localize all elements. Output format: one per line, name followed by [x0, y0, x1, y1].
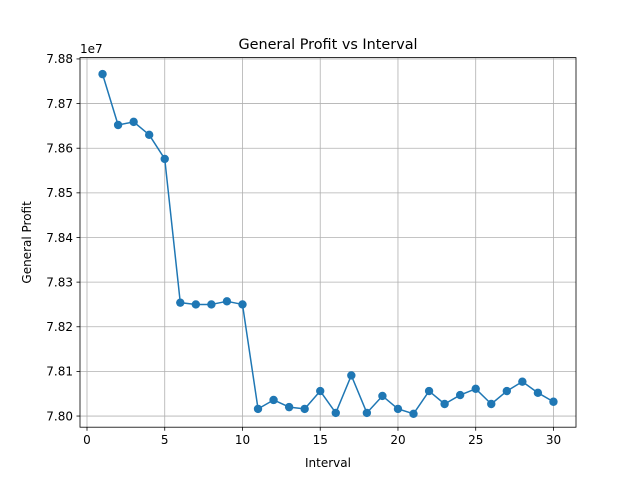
- data-point: [362, 408, 372, 418]
- data-point: [98, 69, 107, 79]
- data-point: [129, 117, 138, 127]
- data-point: [160, 154, 169, 164]
- x-tick-label: 5: [161, 433, 169, 447]
- y-tick-label: 7.84: [46, 231, 73, 245]
- data-point: [424, 386, 434, 396]
- x-tick-label: 25: [468, 433, 483, 447]
- data-point: [518, 377, 527, 386]
- data-point: [440, 399, 449, 409]
- y-tick-label: 7.81: [46, 365, 73, 379]
- x-tick-label: 30: [546, 433, 561, 447]
- data-point: [533, 388, 543, 398]
- data-point: [331, 408, 340, 418]
- x-tick-label: 10: [235, 433, 250, 447]
- y-axis-title: General Profit: [20, 201, 34, 284]
- data-point: [238, 300, 247, 309]
- plot-frame: [79, 57, 577, 428]
- y-tick-label: 7.83: [46, 275, 73, 289]
- y-tick-label: 7.88: [46, 52, 73, 66]
- data-point: [207, 300, 216, 309]
- y-tick-label: 7.82: [46, 320, 73, 334]
- data-point: [113, 120, 123, 130]
- x-axis-title: Interval: [305, 456, 351, 470]
- data-point: [316, 386, 325, 396]
- grid: [80, 57, 576, 428]
- y-tick-label: 7.87: [46, 97, 73, 111]
- chart-title: General Profit vs Interval: [238, 37, 417, 53]
- data-point: [409, 409, 418, 419]
- data-point: [191, 300, 201, 309]
- y-tick-label: 7.85: [46, 186, 73, 200]
- series-layer: [98, 69, 558, 419]
- data-point: [455, 390, 465, 400]
- x-tick-label: 0: [83, 433, 91, 447]
- data-point: [144, 130, 154, 140]
- data-point: [176, 298, 185, 307]
- y-offset-label: 1e7: [80, 42, 103, 56]
- data-point: [347, 371, 356, 380]
- data-point: [393, 404, 403, 414]
- data-point: [549, 397, 558, 406]
- data-point: [222, 297, 232, 306]
- data-point: [378, 391, 387, 401]
- data-point: [471, 384, 480, 394]
- data-point: [502, 386, 512, 396]
- x-tick-label: 20: [390, 433, 405, 447]
- data-point: [253, 404, 263, 414]
- x-tick-label: 15: [313, 433, 328, 447]
- data-point: [284, 402, 294, 412]
- y-tick-label: 7.80: [46, 409, 73, 423]
- data-point: [487, 399, 496, 409]
- data-point: [300, 404, 309, 414]
- ticks: 0 5 10 15 20 25 30 7.80 7.81 7.82 7.83 7.84 7.85 7.86…: [46, 52, 561, 447]
- data-point: [269, 395, 278, 405]
- y-tick-label: 7.86: [46, 142, 73, 156]
